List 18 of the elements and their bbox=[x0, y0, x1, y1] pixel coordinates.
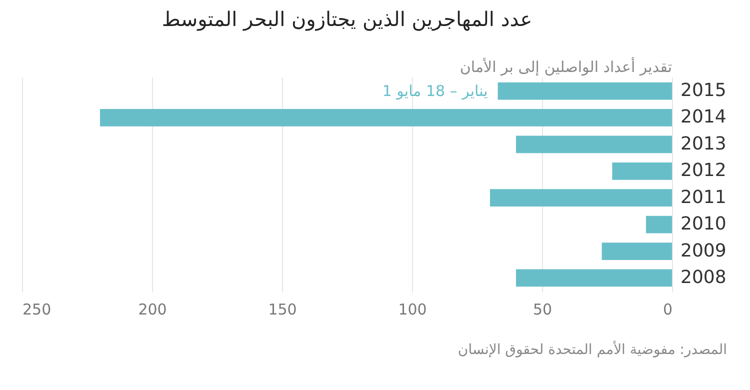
y-tick-label: 2008 bbox=[680, 266, 726, 288]
text: المصدر: مفوضية الأمم المتحدة لحقوق الإنسان bbox=[458, 340, 727, 358]
annotation: 1 يناير – 18 مايو bbox=[382, 82, 488, 100]
x-tick-label: 200 bbox=[138, 300, 167, 318]
x-tick-label: 0 bbox=[662, 300, 672, 318]
y-tick-label: 2014 bbox=[680, 106, 726, 128]
x-tick-label: 250 bbox=[22, 300, 52, 318]
x-tick-label: 100 bbox=[398, 300, 427, 318]
y-tick-label: 2010 bbox=[680, 214, 726, 235]
x-tick-label: 50 bbox=[532, 300, 552, 318]
y-tick-label: 2013 bbox=[680, 133, 726, 154]
y-tick-label: 2009 bbox=[680, 240, 726, 262]
y-tick-label: 2015 bbox=[680, 80, 726, 102]
y-tick-label: 2011 bbox=[680, 186, 726, 208]
chart-subtitle: تقدير أعداد الواصلين إلى بر الأمان bbox=[460, 57, 672, 76]
x-tick-label: 150 bbox=[268, 300, 297, 318]
y-tick-label: 2012 bbox=[680, 160, 726, 182]
chart-title: عدد المهاجرين الذين يجتازون البحر المتوسط bbox=[162, 7, 532, 31]
